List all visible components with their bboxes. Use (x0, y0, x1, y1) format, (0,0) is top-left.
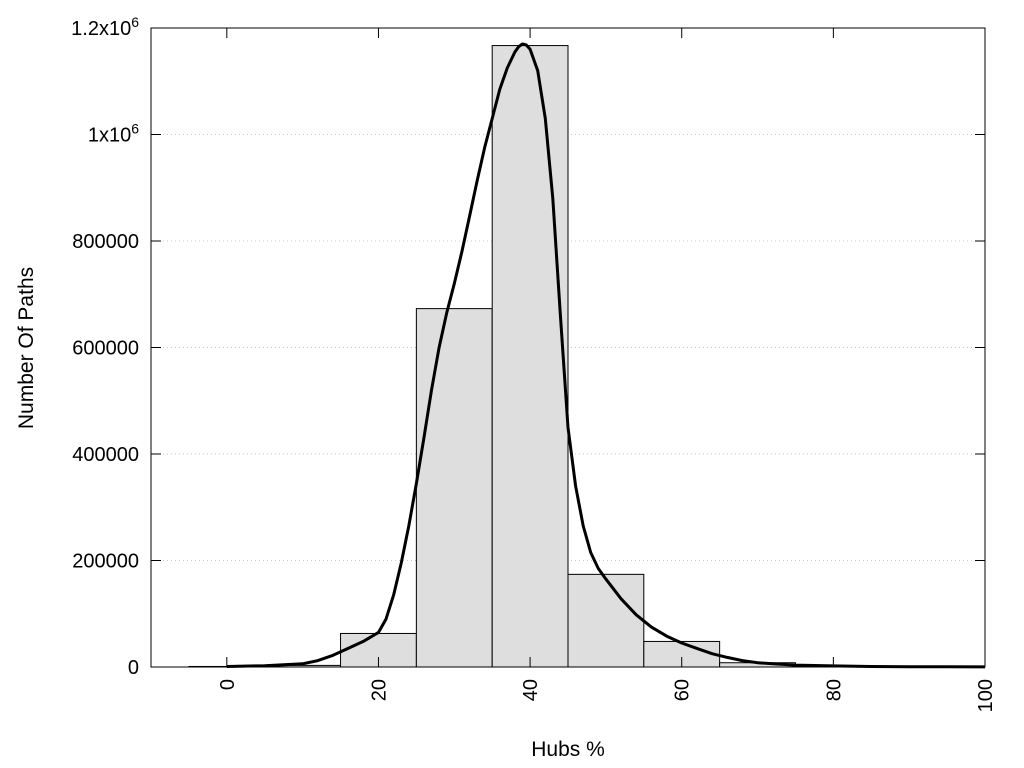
y-tick-label: 400000 (72, 444, 139, 466)
y-tick-label: 800000 (72, 231, 139, 253)
x-tick-label: 40 (520, 679, 542, 701)
y-tick-labels: 0 200000 400000 600000 800000 1x106 1.2x106 (71, 14, 139, 679)
y-tick-label: 600000 (72, 338, 139, 360)
x-tick-labels: 0 20 40 60 80 100 (217, 679, 997, 712)
histogram-bar (491, 45, 569, 668)
x-tick-label: 0 (217, 679, 239, 690)
fit-curve-group (226, 42, 986, 669)
histogram-bar (567, 573, 645, 668)
y-tick-label: 0 (128, 657, 139, 679)
x-tick-label: 20 (368, 679, 390, 701)
fit-curve (226, 42, 986, 669)
axis-ticks (151, 27, 986, 668)
x-tick-label: 80 (823, 679, 845, 701)
y-tick-label: 1x106 (88, 121, 139, 147)
y-axis-title: Number Of Paths (15, 267, 38, 429)
histogram-bar (415, 308, 493, 668)
y-tick-label: 200000 (72, 551, 139, 573)
histogram-bars (188, 45, 986, 668)
y-tick-label: 1.2x106 (71, 14, 139, 40)
x-tick-label: 60 (672, 679, 694, 701)
x-axis-title: Hubs % (531, 738, 605, 761)
x-tick-label: 100 (975, 679, 997, 712)
